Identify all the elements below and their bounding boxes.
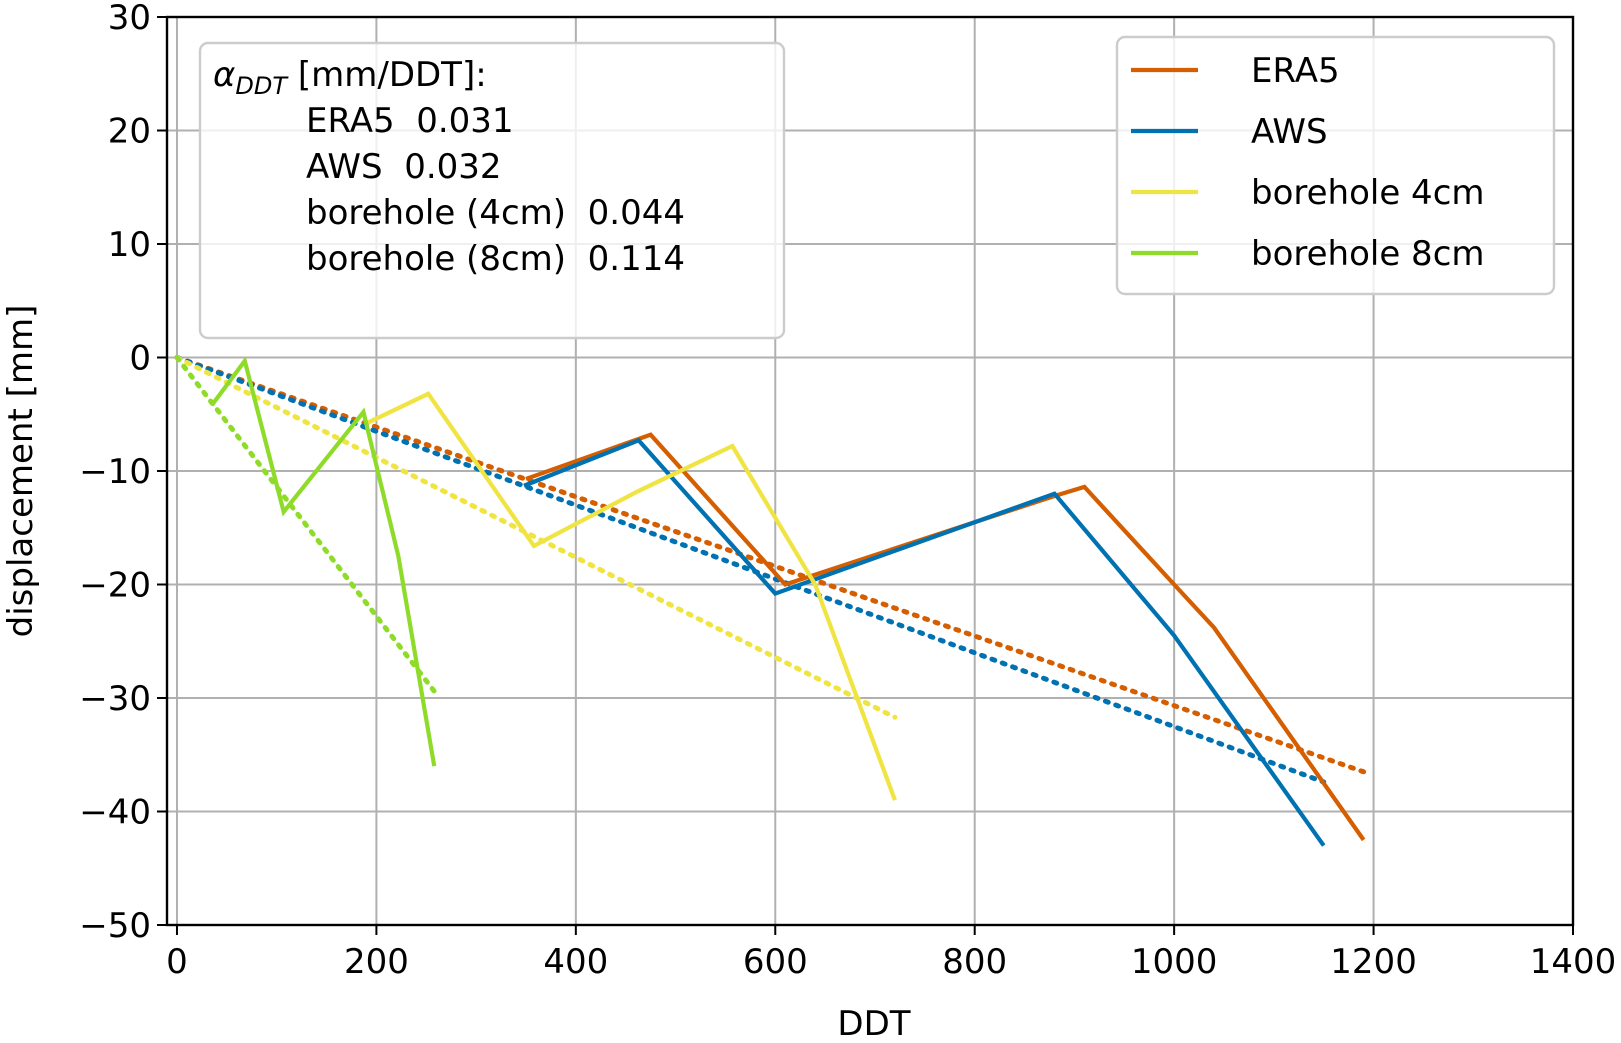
x-tick-label: 0 — [166, 942, 188, 982]
legend-label-borehole-4cm: borehole 4cm — [1251, 173, 1485, 213]
y-tick-label: 0 — [129, 339, 151, 379]
alpha-symbol: α — [213, 55, 235, 95]
series-lines — [210, 356, 1366, 847]
alpha-annotation-box: αDDT [mm/DDT]: ERA5 0.031 AWS 0.032 boreho… — [198, 41, 786, 340]
y-axis-label: displacement [mm] — [1, 305, 41, 638]
series-line-era5 — [525, 432, 1366, 842]
x-tick-label: 200 — [344, 942, 409, 982]
annotation-line: borehole (4cm) 0.044 — [306, 193, 685, 233]
legend-items: ERA5 AWS borehole 4cm borehole 8cm — [1131, 51, 1485, 274]
alpha-subscript: DDT — [235, 72, 289, 100]
y-tick-label: −40 — [79, 793, 151, 833]
annotation-line: AWS 0.032 — [306, 147, 502, 187]
annotation-line: borehole (8cm) 0.114 — [306, 239, 685, 279]
y-tick-label: 20 — [108, 112, 151, 152]
legend-frame — [1115, 35, 1556, 296]
fit-line-aws — [174, 355, 1327, 785]
legend-label-aws: AWS — [1251, 112, 1328, 152]
series-line-aws — [523, 437, 1326, 847]
fit-line-borehole-4cm — [174, 355, 898, 720]
legend-label-borehole-8cm: borehole 8cm — [1251, 234, 1485, 274]
x-tick-label: 1000 — [1131, 942, 1218, 982]
x-tick-label: 600 — [743, 942, 808, 982]
x-axis-label: DDT — [837, 1004, 910, 1039]
x-tick-label: 400 — [543, 942, 608, 982]
y-tick-label: 10 — [108, 225, 151, 265]
annotation-frame — [198, 41, 786, 340]
series-line-borehole-4cm — [365, 391, 897, 801]
annotation-line: ERA5 0.031 — [306, 101, 514, 141]
y-tick-label: −50 — [79, 906, 151, 946]
y-tick-label: −10 — [79, 452, 151, 492]
alpha-units: [mm/DDT]: — [287, 55, 487, 95]
legend-label-era5: ERA5 — [1251, 51, 1340, 91]
series-line-borehole-8cm — [210, 356, 437, 767]
y-tick-label: −30 — [79, 679, 151, 719]
y-tick-label: 30 — [108, 0, 151, 38]
annotation-title: αDDT [mm/DDT]: — [213, 55, 487, 100]
x-tick-label: 1200 — [1330, 942, 1417, 982]
x-tick-label: 1400 — [1530, 942, 1617, 982]
annotation-lines: ERA5 0.031 AWS 0.032 borehole (4cm) 0.044 b… — [306, 101, 685, 279]
legend: ERA5 AWS borehole 4cm borehole 8cm — [1115, 35, 1556, 296]
fit-line-borehole-8cm — [174, 355, 437, 694]
fit-line-era5 — [174, 355, 1367, 775]
y-tick-label: −20 — [79, 566, 151, 606]
axis-ticks: 0 200 400 600 800 1000 1200 1400 30 20 10 0 −10 −20 −3… — [79, 0, 1616, 982]
fit-lines — [174, 355, 1367, 785]
x-tick-label: 800 — [942, 942, 1007, 982]
